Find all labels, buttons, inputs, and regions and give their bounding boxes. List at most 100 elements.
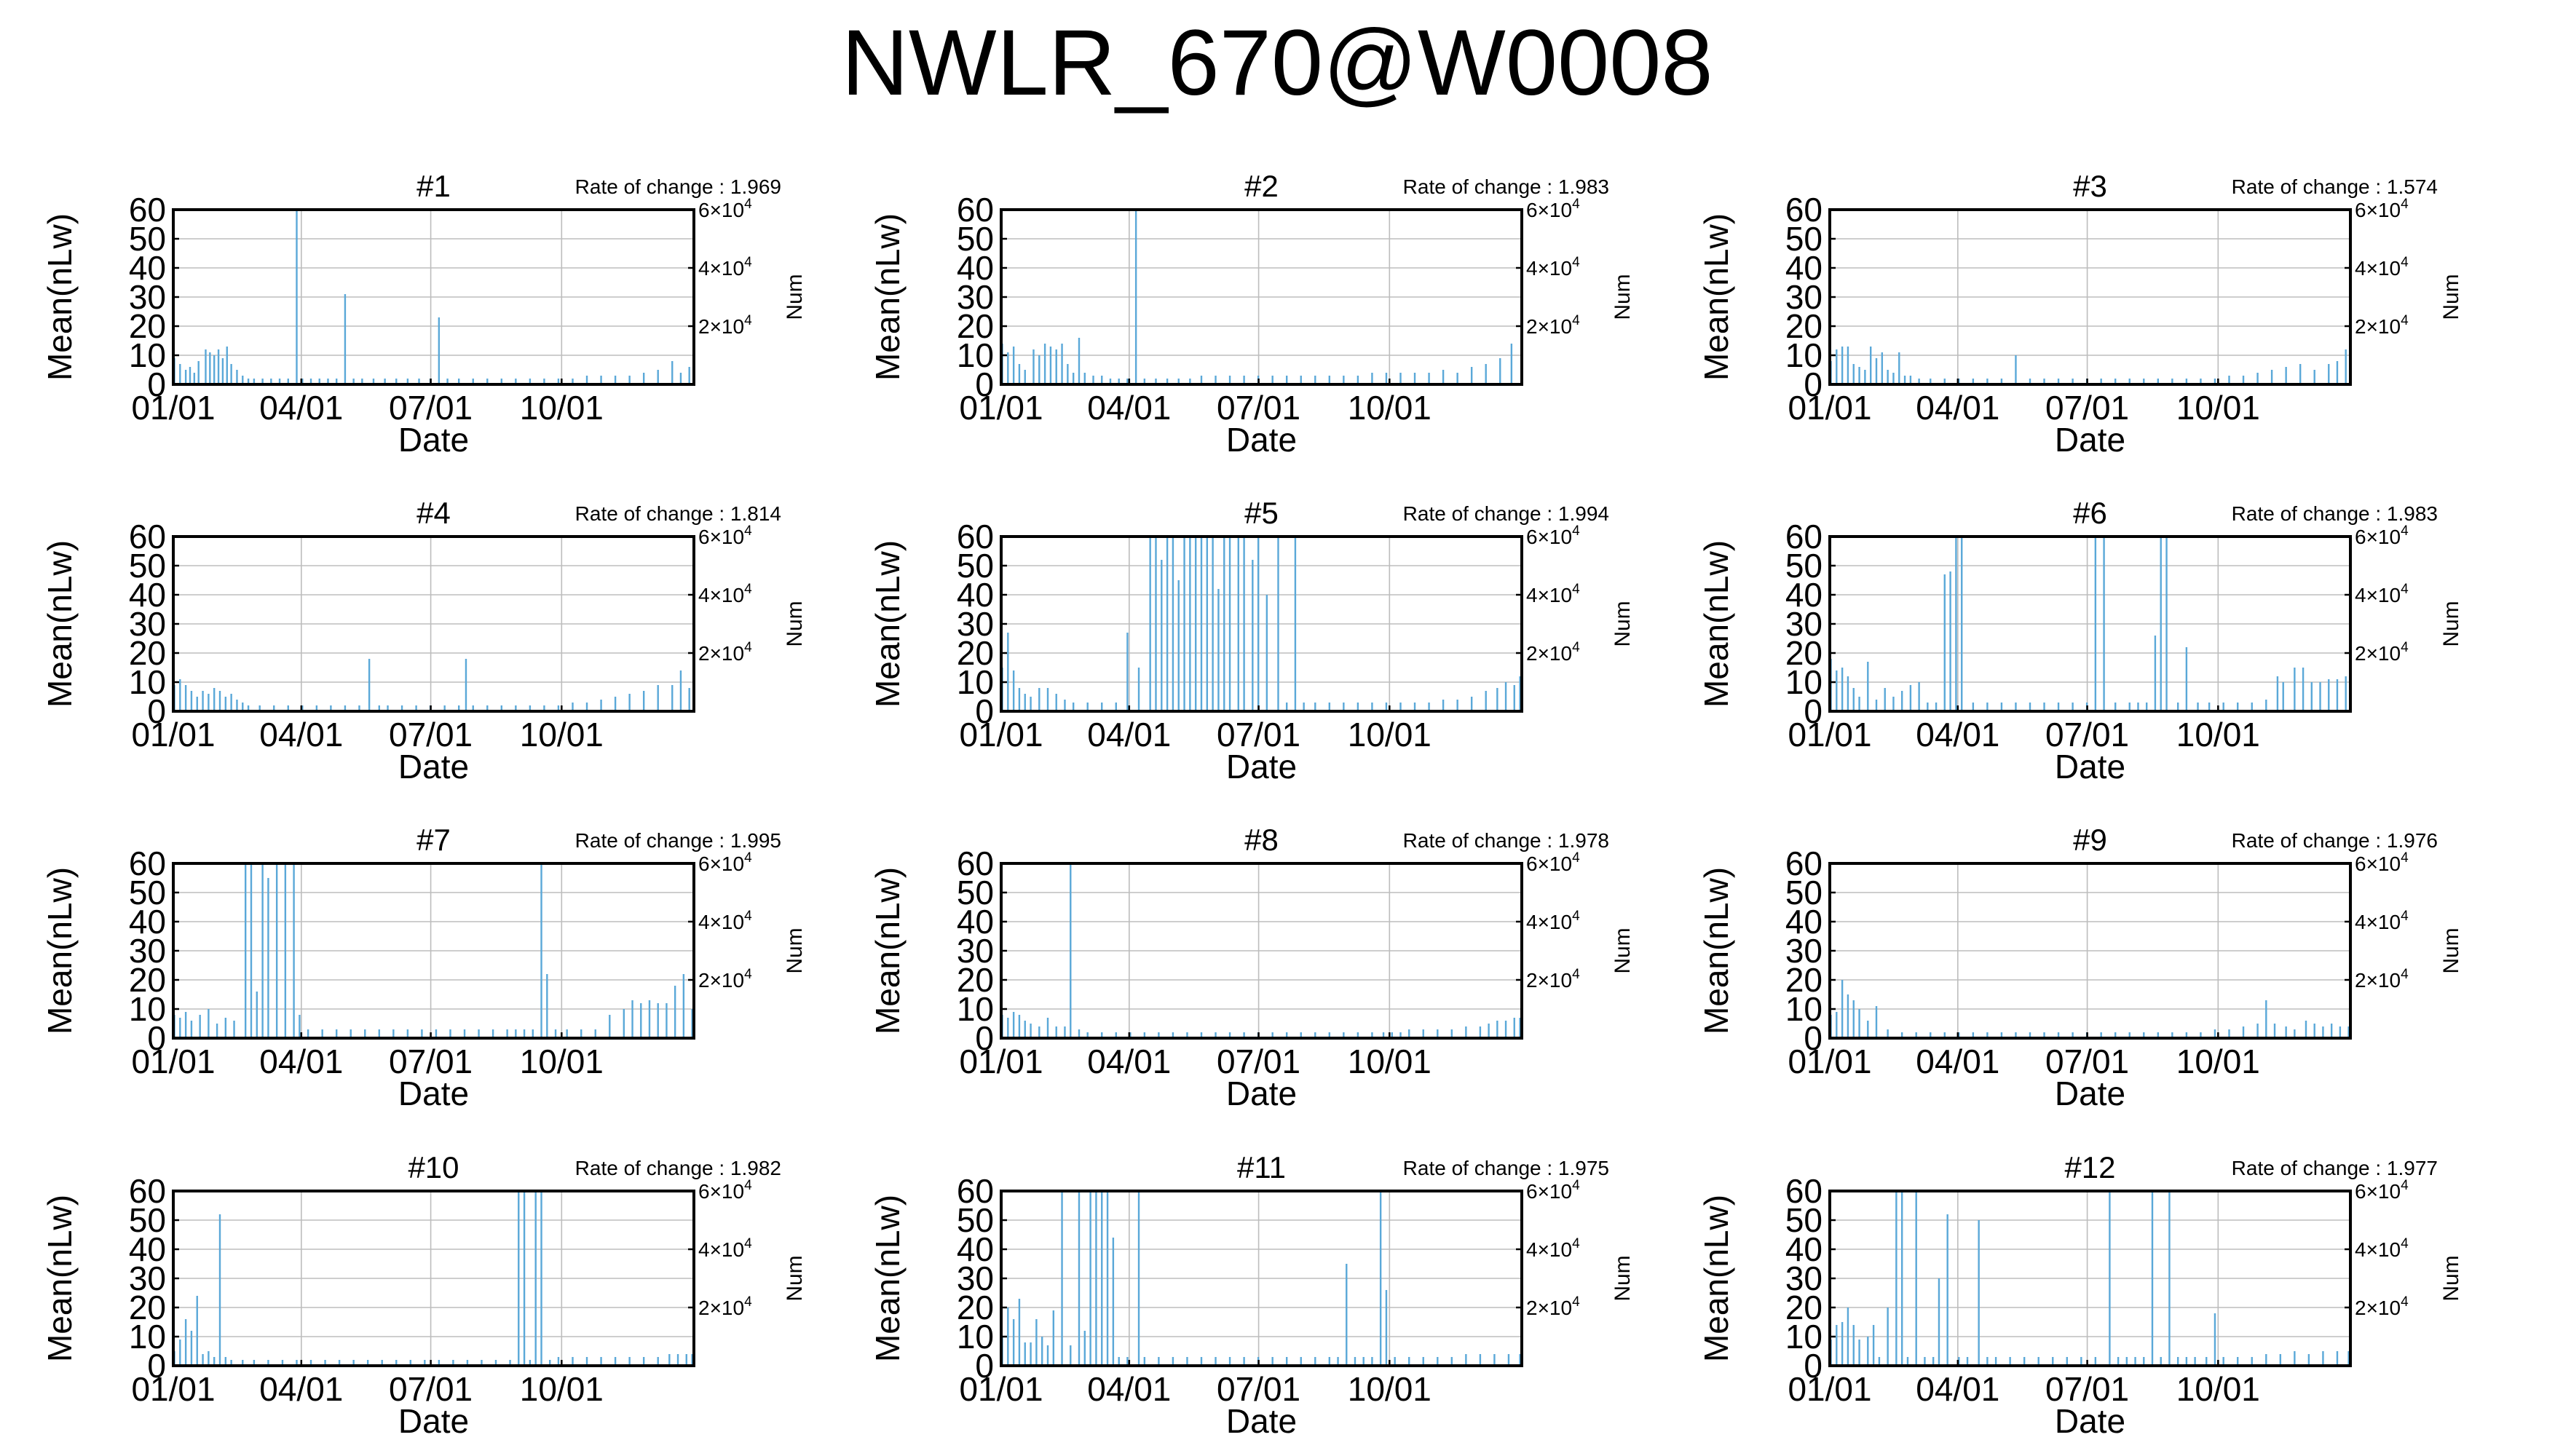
y2-tick-exponent: 4 (744, 1178, 752, 1193)
y-tick-label: 10 (1785, 663, 1823, 701)
y-tick-label: 20 (957, 1289, 994, 1326)
y2-tick-base: 6×10 (1526, 199, 1572, 221)
y2-tick-base: 6×10 (2355, 1180, 2401, 1203)
y2-tick-exponent: 4 (1572, 640, 1580, 655)
y2-tick-base: 2×10 (698, 315, 744, 338)
x-tick-label: 01/01 (131, 1370, 215, 1408)
y2-tick-exponent: 4 (1572, 582, 1580, 597)
y2-tick-exponent: 4 (2401, 850, 2409, 866)
y2-tick-base: 2×10 (2355, 1297, 2401, 1319)
y-tick-label: 30 (129, 278, 166, 316)
x-axis-label: Date (2055, 1075, 2125, 1112)
x-tick-label: 01/01 (1788, 716, 1871, 753)
x-tick-label: 10/01 (520, 716, 604, 753)
y-tick-label: 50 (1785, 1201, 1823, 1239)
y-tick-label: 30 (129, 1259, 166, 1297)
y-tick-label: 40 (957, 576, 994, 614)
y2-tick-label: 2×104 (1526, 640, 1580, 665)
y2-tick-exponent: 4 (744, 255, 752, 270)
y-tick-label: 20 (1785, 961, 1823, 999)
x-tick-label: 07/01 (389, 1370, 473, 1408)
y-tick-label: 0 (1804, 692, 1823, 730)
y2-tick-label: 6×104 (698, 523, 752, 548)
y2-tick-exponent: 4 (744, 967, 752, 982)
y-tick-label: 10 (1785, 336, 1823, 374)
y-axis-label: Mean(nLw) (869, 540, 907, 708)
y2-tick-label: 4×104 (698, 582, 752, 606)
y2-tick-label: 6×104 (698, 197, 752, 221)
y2-tick-base: 4×10 (2355, 257, 2401, 280)
y-tick-label: 40 (129, 249, 166, 287)
y-tick-label: 50 (129, 874, 166, 911)
x-tick-label: 10/01 (520, 389, 604, 427)
y2-tick-exponent: 4 (1572, 1236, 1580, 1251)
y-tick-label: 60 (957, 191, 994, 229)
y-tick-label: 50 (1785, 220, 1823, 258)
y-tick-label: 10 (957, 336, 994, 374)
y-tick-label: 30 (957, 278, 994, 316)
y2-tick-label: 6×104 (2355, 523, 2409, 548)
y2-tick-base: 4×10 (1526, 1238, 1572, 1261)
y-tick-label: 30 (957, 605, 994, 643)
x-tick-label: 07/01 (1217, 389, 1300, 427)
y-tick-label: 0 (975, 1347, 994, 1385)
y2-tick-exponent: 4 (744, 523, 752, 539)
x-tick-label: 07/01 (389, 1042, 473, 1080)
y2-tick-exponent: 4 (2401, 255, 2409, 270)
x-tick-label: 04/01 (1916, 716, 1999, 753)
y-tick-label: 20 (957, 634, 994, 672)
x-tick-label: 10/01 (1348, 1370, 1431, 1408)
y-tick-label: 30 (129, 605, 166, 643)
y2-tick-base: 4×10 (698, 584, 744, 606)
rate-of-change-label: Rate of change : 1.976 (2232, 829, 2438, 852)
y2-tick-label: 2×104 (698, 1294, 752, 1319)
y2-tick-exponent: 4 (1572, 967, 1580, 982)
y-axis-label: Mean(nLw) (41, 867, 79, 1034)
y-tick-label: 60 (1785, 518, 1823, 555)
y-tick-label: 60 (957, 518, 994, 555)
y2-tick-base: 2×10 (2355, 315, 2401, 338)
x-tick-label: 04/01 (1087, 1370, 1171, 1408)
x-tick-label: 04/01 (259, 389, 343, 427)
y2-tick-exponent: 4 (744, 850, 752, 866)
y2-tick-base: 2×10 (1526, 1297, 1572, 1319)
x-tick-label: 04/01 (259, 1370, 343, 1408)
y2-tick-exponent: 4 (744, 1236, 752, 1251)
y-tick-label: 50 (957, 220, 994, 258)
y-tick-label: 50 (957, 874, 994, 911)
panel-title: #5 (1244, 496, 1279, 530)
y-tick-label: 30 (1785, 1259, 1823, 1297)
x-tick-label: 07/01 (1217, 1370, 1300, 1408)
y-tick-label: 50 (129, 220, 166, 258)
y2-tick-label: 6×104 (1526, 523, 1580, 548)
y-tick-label: 0 (147, 1019, 166, 1057)
y-axis-label: Mean(nLw) (41, 540, 79, 708)
y-tick-label: 60 (957, 844, 994, 882)
y2-tick-base: 2×10 (1526, 642, 1572, 665)
y-tick-label: 20 (1785, 1289, 1823, 1326)
y2-tick-base: 6×10 (698, 1180, 744, 1203)
y-tick-label: 60 (1785, 191, 1823, 229)
x-axis-label: Date (398, 748, 469, 786)
y-tick-label: 10 (957, 663, 994, 701)
y-axis-label: Mean(nLw) (1697, 1195, 1735, 1362)
x-tick-label: 01/01 (131, 716, 215, 753)
y2-tick-exponent: 4 (744, 197, 752, 212)
x-tick-label: 10/01 (520, 1042, 604, 1080)
rate-of-change-label: Rate of change : 1.983 (2232, 502, 2438, 525)
y-tick-label: 30 (129, 932, 166, 970)
y-axis-label: Mean(nLw) (41, 1195, 79, 1362)
y-tick-label: 0 (1804, 1347, 1823, 1385)
x-tick-label: 01/01 (959, 1370, 1043, 1408)
y-tick-label: 60 (1785, 1172, 1823, 1210)
y-tick-label: 60 (129, 1172, 166, 1210)
panel-title: #2 (1244, 169, 1279, 203)
y-tick-label: 10 (129, 1318, 166, 1356)
y-tick-label: 0 (1804, 1019, 1823, 1057)
y2-tick-label: 2×104 (2355, 967, 2409, 992)
y-tick-label: 30 (1785, 932, 1823, 970)
